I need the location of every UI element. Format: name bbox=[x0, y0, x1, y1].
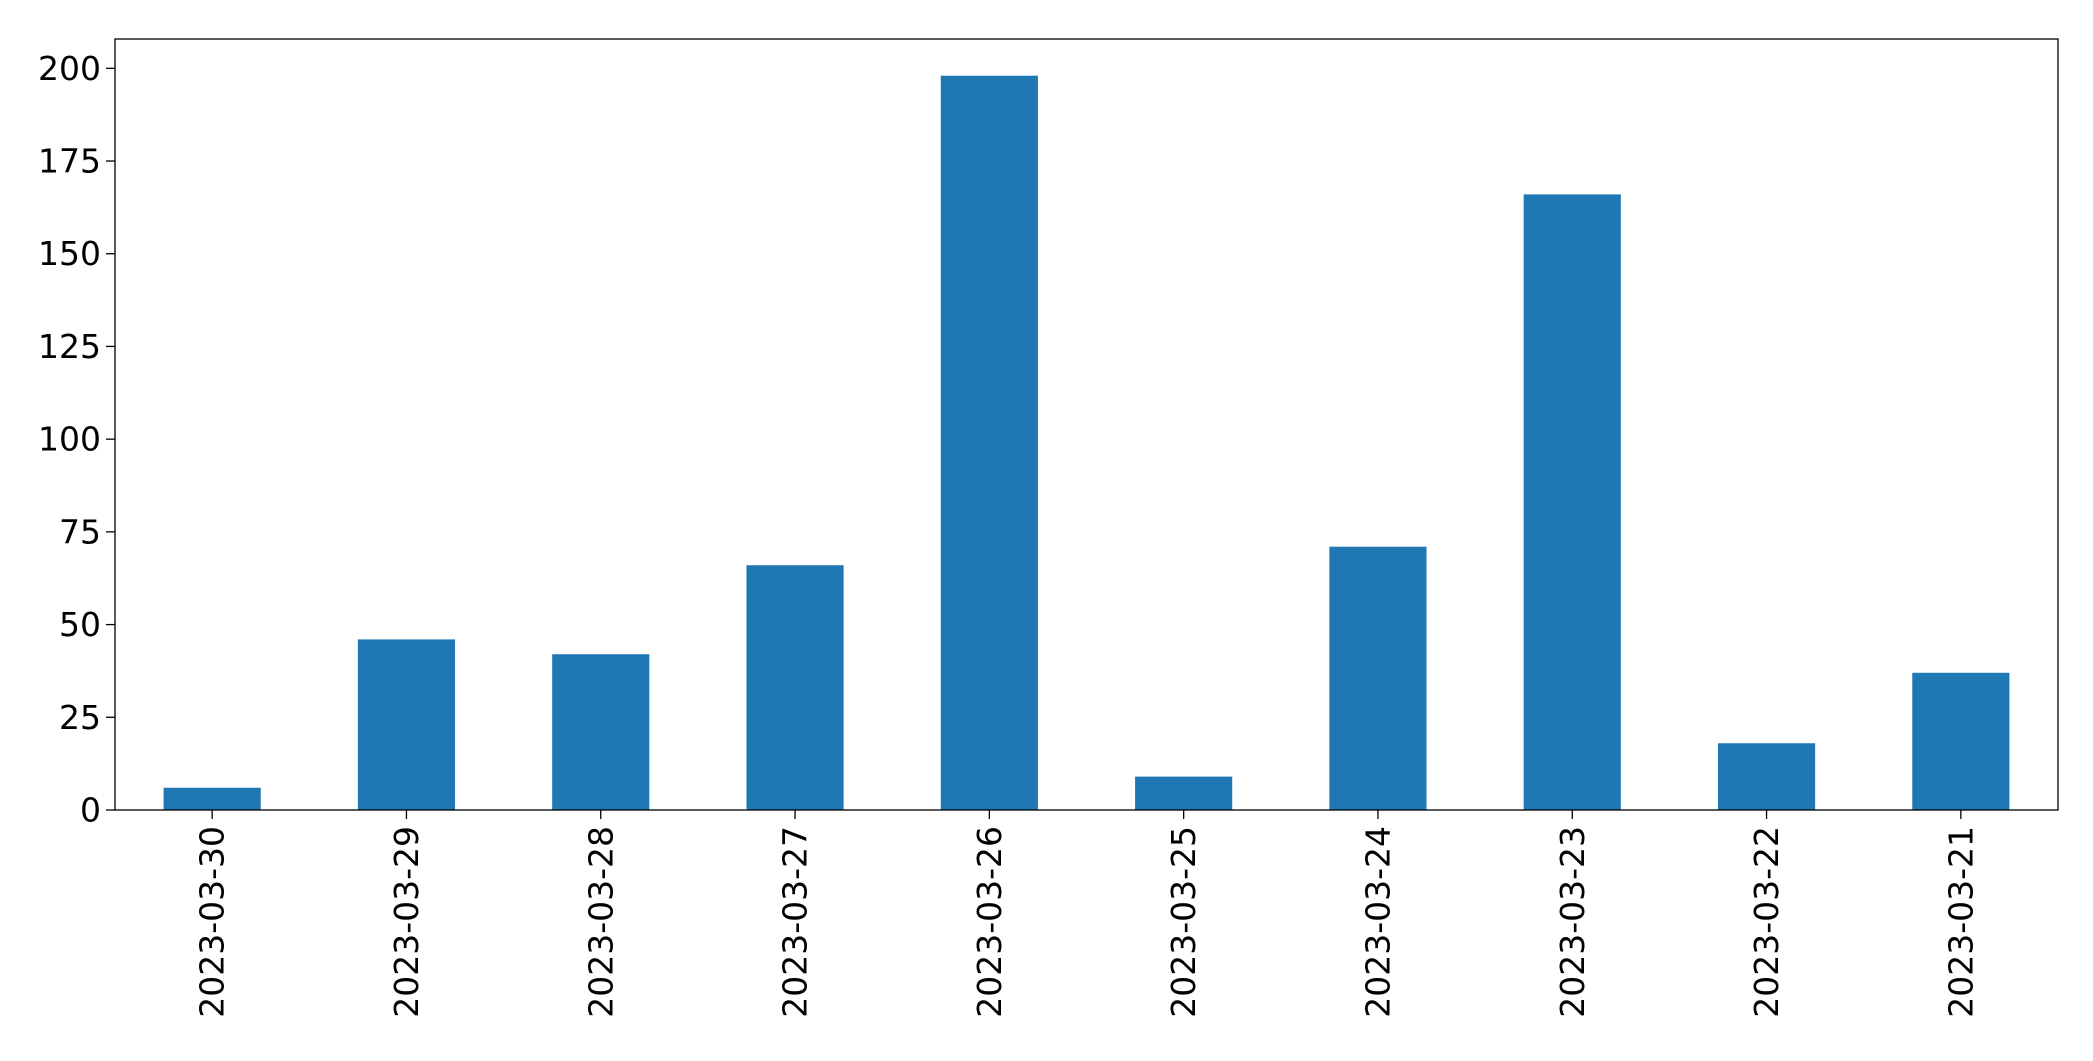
bar-2023-03-26 bbox=[940, 75, 1038, 810]
bar-2023-03-24 bbox=[1329, 546, 1427, 810]
bar-2023-03-28 bbox=[552, 654, 650, 810]
y-tick-label: 0 bbox=[80, 791, 101, 830]
x-tick-label: 2023-03-26 bbox=[970, 826, 1009, 1018]
x-tick-label: 2023-03-22 bbox=[1747, 826, 1786, 1018]
plot-frame bbox=[114, 38, 2059, 811]
y-tick-label: 200 bbox=[38, 49, 101, 88]
bar-2023-03-30 bbox=[163, 787, 261, 810]
bar-2023-03-25 bbox=[1135, 776, 1233, 810]
bar-2023-03-22 bbox=[1717, 743, 1816, 810]
y-tick-label: 25 bbox=[59, 698, 101, 737]
x-tick-label: 2023-03-27 bbox=[776, 826, 815, 1018]
x-tick-label: 2023-03-28 bbox=[581, 826, 620, 1018]
x-tick-label: 2023-03-30 bbox=[193, 826, 232, 1018]
x-tick-label: 2023-03-24 bbox=[1358, 826, 1397, 1018]
bar-2023-03-27 bbox=[746, 565, 844, 810]
x-tick-label: 2023-03-21 bbox=[1941, 826, 1980, 1018]
y-tick-label: 75 bbox=[59, 512, 101, 551]
x-axis-ticks: 2023-03-30 2023-03-29 2023-03-28 2023-03-27… bbox=[193, 810, 1980, 1018]
y-tick-label: 50 bbox=[59, 605, 101, 644]
bar-2023-03-23 bbox=[1523, 194, 1621, 810]
x-tick-label: 2023-03-23 bbox=[1553, 826, 1592, 1018]
x-tick-label: 2023-03-25 bbox=[1164, 826, 1203, 1018]
y-axis-ticks: 0 25 50 75 100 125 150 175 200 bbox=[38, 49, 115, 830]
bar-2023-03-21 bbox=[1912, 672, 2010, 810]
bars bbox=[163, 75, 2010, 810]
y-tick-label: 100 bbox=[38, 420, 101, 459]
bar-2023-03-29 bbox=[357, 639, 456, 810]
y-tick-label: 125 bbox=[38, 327, 101, 366]
x-tick-label: 2023-03-29 bbox=[387, 826, 426, 1018]
y-tick-label: 150 bbox=[38, 234, 101, 273]
y-tick-label: 175 bbox=[38, 142, 101, 181]
